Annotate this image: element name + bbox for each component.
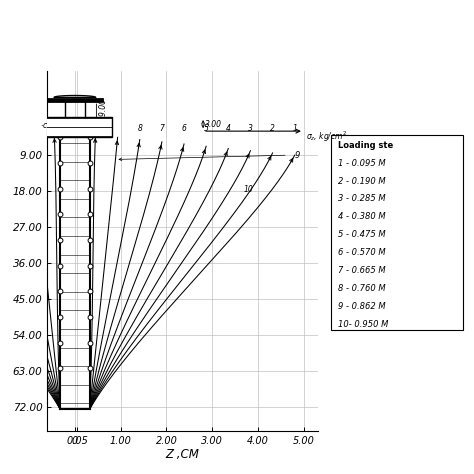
Text: 5 - 0.475 M: 5 - 0.475 M — [337, 230, 385, 239]
Text: 7 - 0.665 M: 7 - 0.665 M — [337, 266, 385, 275]
Text: 3.00: 3.00 — [205, 119, 222, 128]
Text: d = 9.00: d = 9.00 — [99, 99, 108, 132]
Text: 4: 4 — [226, 124, 231, 133]
Text: 3 - 0.285 M: 3 - 0.285 M — [337, 194, 385, 203]
Text: 3: 3 — [248, 124, 253, 133]
Text: 2 - 0.190 M: 2 - 0.190 M — [337, 176, 385, 185]
Text: 2: 2 — [270, 124, 275, 133]
Text: 9: 9 — [294, 151, 300, 160]
Text: 8 - 0.760 M: 8 - 0.760 M — [337, 284, 385, 293]
Text: $\cdot$cm$^2$: $\cdot$cm$^2$ — [40, 119, 59, 131]
Text: $\sigma_z$, kg/cm$^2$: $\sigma_z$, kg/cm$^2$ — [306, 130, 347, 145]
Text: 7: 7 — [159, 124, 164, 133]
Text: 6 - 0.570 M: 6 - 0.570 M — [337, 248, 385, 257]
Text: 10- 0.950 M: 10- 0.950 M — [337, 320, 388, 329]
Text: 6: 6 — [182, 124, 186, 133]
Text: 8: 8 — [137, 124, 142, 133]
Text: 4 - 0.380 M: 4 - 0.380 M — [337, 212, 385, 221]
Text: 5: 5 — [204, 124, 209, 133]
Text: 10: 10 — [244, 185, 254, 194]
Text: 1: 1 — [292, 124, 297, 133]
Text: 1 - 0.095 M: 1 - 0.095 M — [337, 159, 385, 168]
Text: 9 - 0.862 M: 9 - 0.862 M — [337, 302, 385, 311]
X-axis label: Z ,CM: Z ,CM — [165, 447, 200, 461]
Bar — [38, 117, 111, 137]
Text: Loading ste: Loading ste — [337, 141, 393, 150]
